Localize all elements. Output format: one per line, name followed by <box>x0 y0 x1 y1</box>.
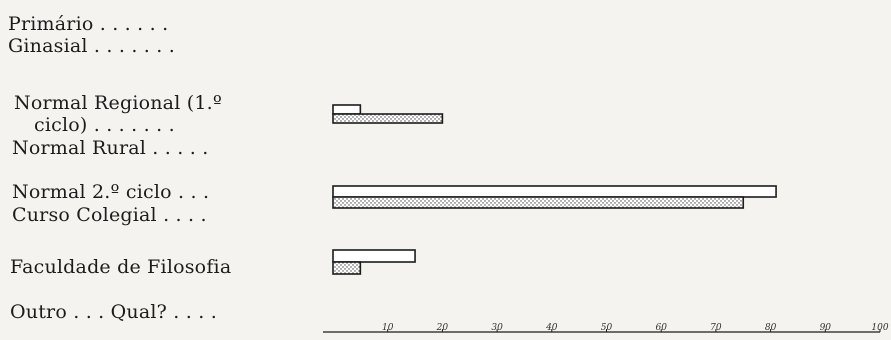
x-tick-label-50: 50 <box>601 323 613 333</box>
row-label-normal-regional-ciclo: ciclo) . . . . . . . <box>34 114 175 136</box>
x-tick-label-80: 80 <box>765 323 777 333</box>
row-label-curso-colegial: Curso Colegial . . . . <box>12 204 207 226</box>
row-label-normal-rural: Normal Rural . . . . . <box>12 137 209 159</box>
x-tick-label-90: 90 <box>820 323 832 333</box>
row-label-faculdade: Faculdade de Filosofia <box>10 256 232 278</box>
row-label-normal-regional: Normal Regional (1.º <box>14 92 222 114</box>
bars-group <box>332 104 777 275</box>
x-tick-label-100: 100 <box>871 323 888 333</box>
bar-faculdade-de-filosofia-open <box>332 249 416 263</box>
x-tick-label-70: 70 <box>710 323 722 333</box>
category-labels: Primário . . . . . . Ginasial . . . . . … <box>0 0 310 340</box>
x-tick-label-40: 40 <box>545 323 558 333</box>
x-tick-label-20: 20 <box>436 323 449 333</box>
x-tick-label-30: 30 <box>491 323 503 333</box>
bar-normal-2-ciclo-dotted <box>332 196 745 209</box>
bar-faculdade-de-filosofia-dotted <box>332 261 362 275</box>
row-label-normal-2-ciclo: Normal 2.º ciclo . . . <box>12 181 210 203</box>
x-axis: 10 20 30 40 50 60 70 80 90 100 <box>323 323 889 333</box>
row-label-ginasial: Ginasial . . . . . . . <box>8 35 176 57</box>
x-tick-label-10: 10 <box>382 323 394 333</box>
row-label-outro: Outro . . . Qual? . . . . <box>10 301 217 323</box>
row-label-primario: Primário . . . . . . <box>8 13 169 35</box>
bar-normal-regional-1-ciclo--open <box>332 104 362 115</box>
bar-normal-2-ciclo-open <box>332 185 777 198</box>
x-tick-label-60: 60 <box>655 323 667 333</box>
bar-normal-regional-1-ciclo--dotted <box>332 113 444 124</box>
